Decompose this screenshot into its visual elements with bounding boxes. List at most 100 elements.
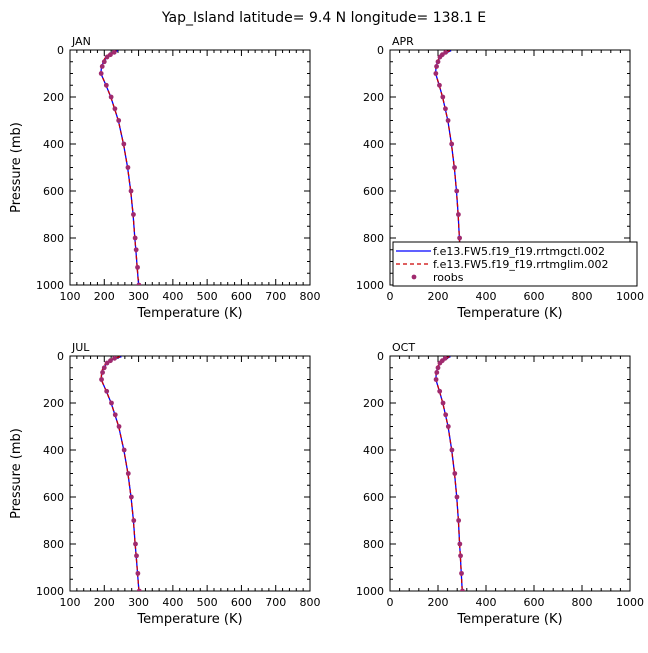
- x-tick-label: 100: [60, 596, 81, 609]
- x-tick-label: 600: [524, 596, 545, 609]
- x-tick-label: 700: [265, 290, 286, 303]
- roobs-marker: [131, 212, 136, 217]
- roobs-marker: [435, 59, 441, 65]
- roobs-marker: [99, 64, 105, 69]
- roobs-marker: [109, 400, 114, 406]
- x-tick-label: 500: [197, 596, 218, 609]
- roobs-marker: [108, 358, 113, 364]
- roobs-marker: [437, 360, 443, 366]
- roobs-marker: [449, 141, 455, 147]
- x-axis-label: Temperature (K): [456, 306, 562, 321]
- y-tick-label: 800: [43, 232, 64, 245]
- legend-roobs-marker: [411, 274, 417, 280]
- roobs-marker: [452, 471, 458, 476]
- roobs-marker: [116, 424, 122, 429]
- x-tick-label: 800: [572, 290, 593, 303]
- x-tick-label: 800: [572, 596, 593, 609]
- roobs-marker: [458, 553, 463, 559]
- roobs-marker: [112, 412, 118, 418]
- panel-apr: 0 200 400 600 800 100002004006008001000Temper…: [356, 35, 644, 321]
- roobs-marker: [101, 365, 107, 371]
- x-tick-label: 400: [162, 596, 183, 609]
- y-axis-label: Pressure (mb): [9, 122, 24, 213]
- roobs-marker: [443, 106, 448, 112]
- roobs-marker: [104, 54, 110, 60]
- x-tick-label: 200: [428, 596, 449, 609]
- y-tick-label: 0: [377, 350, 384, 363]
- roobs-marker: [108, 52, 113, 58]
- panel-title: APR: [392, 35, 414, 48]
- roobs-marker: [103, 82, 109, 88]
- roobs-marker: [440, 94, 446, 100]
- roobs-marker: [112, 356, 117, 361]
- x-axis-label: Temperature (K): [136, 612, 242, 627]
- legend-label: f.e13.FW5.f19_f19.rrtmgctl.002: [433, 245, 605, 258]
- x-tick-label: 600: [231, 596, 252, 609]
- y-tick-label: 200: [363, 397, 384, 410]
- roobs-marker: [99, 377, 104, 382]
- x-tick-label: 400: [476, 290, 497, 303]
- roobs-marker: [135, 264, 140, 270]
- x-tick-label: 400: [476, 596, 497, 609]
- y-tick-label: 1000: [36, 585, 64, 598]
- roobs-marker: [459, 570, 464, 576]
- roobs-marker: [452, 165, 457, 170]
- roobs-marker: [104, 388, 110, 394]
- roobs-marker: [128, 494, 134, 500]
- roobs-marker: [445, 424, 451, 429]
- x-tick-label: 600: [524, 290, 545, 303]
- y-tick-label: 400: [363, 138, 384, 151]
- roobs-marker: [135, 570, 141, 576]
- roobs-marker: [136, 282, 142, 285]
- panels: 100 200 300 400 500 600 700 800 0 200 400 600 800 100…: [9, 35, 644, 627]
- x-tick-label: 100: [60, 290, 81, 303]
- roobs-marker: [98, 71, 104, 76]
- roobs-marker: [440, 400, 446, 406]
- legend-box: [392, 241, 638, 287]
- x-tick-label: 600: [231, 290, 252, 303]
- roobs-marker: [445, 118, 451, 123]
- x-tick-label: 1000: [616, 290, 644, 303]
- roobs-marker: [133, 247, 139, 253]
- y-tick-label: 200: [43, 397, 64, 410]
- roobs-marker: [112, 106, 118, 112]
- y-tick-label: 200: [43, 91, 64, 104]
- roobs-marker: [443, 412, 449, 418]
- roobs-marker: [133, 541, 138, 547]
- figure-title: Yap_Island latitude= 9.4 N longitude= 13…: [161, 10, 486, 26]
- roobs-marker: [434, 370, 440, 375]
- x-tick-label: 300: [128, 290, 149, 303]
- roobs-marker: [131, 518, 137, 523]
- roobs-marker: [101, 59, 107, 65]
- x-tick-label: 300: [128, 596, 149, 609]
- y-tick-label: 400: [363, 444, 384, 457]
- roobs-marker: [121, 447, 127, 453]
- panel-oct: 0 200 400 600 800 100002004006008001000Temper…: [356, 341, 644, 627]
- roobs-marker: [456, 518, 462, 523]
- roobs-marker: [460, 588, 465, 591]
- legend-label: roobs: [433, 271, 464, 284]
- y-tick-label: 200: [363, 91, 384, 104]
- y-tick-label: 600: [363, 491, 384, 504]
- y-tick-label: 800: [363, 232, 384, 245]
- y-tick-label: 1000: [356, 585, 384, 598]
- roobs-marker: [116, 118, 122, 123]
- x-tick-label: 0: [387, 596, 394, 609]
- x-tick-label: 800: [300, 290, 321, 303]
- panel-jul: 100 200 300 400 500 600 700 800 0 200 400 600 800 100…: [9, 341, 321, 627]
- roobs-marker: [443, 50, 449, 55]
- roobs-marker: [134, 553, 139, 559]
- y-tick-label: 400: [43, 138, 64, 151]
- y-tick-label: 600: [43, 491, 64, 504]
- y-tick-label: 400: [43, 444, 64, 457]
- roobs-marker: [433, 377, 439, 382]
- roobs-marker: [100, 370, 105, 375]
- y-tick-label: 800: [43, 538, 64, 551]
- roobs-marker: [454, 494, 460, 500]
- roobs-marker: [449, 447, 455, 453]
- y-tick-label: 0: [57, 350, 64, 363]
- roobs-marker: [136, 588, 142, 591]
- x-tick-label: 200: [94, 596, 115, 609]
